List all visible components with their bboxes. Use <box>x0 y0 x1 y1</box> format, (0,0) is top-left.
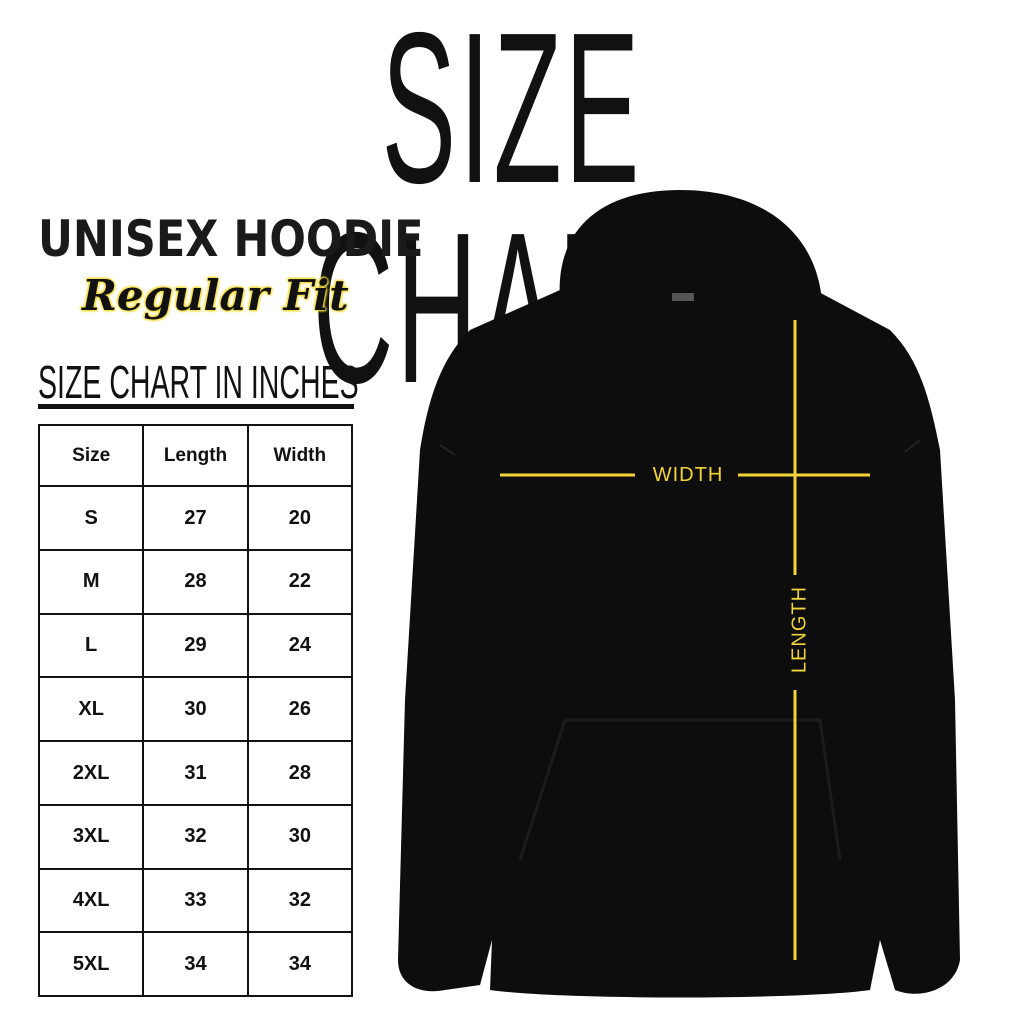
width-cell: 26 <box>246 676 354 743</box>
length-cell: 29 <box>142 612 249 679</box>
size-cell: L <box>37 612 145 679</box>
header-cell: Length <box>142 423 249 488</box>
size-table: Size Length Width S 27 20 M 28 22 L 29 24 XL 30… <box>37 423 354 997</box>
width-cell: 24 <box>246 612 354 679</box>
collar-label <box>672 293 694 301</box>
table-row: 4XL 33 32 <box>37 867 354 934</box>
table-row: M 28 22 <box>37 549 354 615</box>
table-header-row: Size Length Width <box>37 423 354 488</box>
width-cell: 32 <box>246 867 354 934</box>
measure-lines <box>500 320 870 960</box>
table-row: 3XL 32 30 <box>37 803 354 870</box>
size-cell: 5XL <box>37 931 145 997</box>
table-row: 5XL 34 34 <box>37 931 354 997</box>
hoodie-illustration <box>398 190 960 998</box>
length-cell: 33 <box>142 867 249 934</box>
length-cell: 28 <box>142 549 249 615</box>
table-row: 2XL 31 28 <box>37 740 354 806</box>
width-cell: 28 <box>246 740 354 806</box>
size-cell: S <box>37 485 145 552</box>
size-cell: 4XL <box>37 867 145 934</box>
unit-heading: SIZE CHART IN INCHES <box>38 356 359 408</box>
table-row: L 29 24 <box>37 612 354 679</box>
pocket-outline <box>518 718 842 861</box>
width-cell: 22 <box>246 549 354 615</box>
heading-underline <box>38 404 354 409</box>
size-cell: M <box>37 549 145 615</box>
size-cell: 3XL <box>37 803 145 870</box>
length-cell: 27 <box>142 485 249 552</box>
fit-label: Regular Fit <box>82 271 349 320</box>
table-row: XL 30 26 <box>37 676 354 743</box>
product-name: UNISEX HOODIE <box>38 210 424 268</box>
hoodie-body <box>398 190 960 998</box>
length-cell: 31 <box>142 740 249 806</box>
length-cell: 32 <box>142 803 249 870</box>
header-cell: Size <box>37 423 145 488</box>
width-cell: 30 <box>246 803 354 870</box>
width-label: WIDTH <box>652 464 724 486</box>
length-cell: 34 <box>142 931 249 997</box>
width-cell: 20 <box>246 485 354 552</box>
size-cell: 2XL <box>37 740 145 806</box>
width-cell: 34 <box>246 931 354 997</box>
size-cell: XL <box>37 676 145 743</box>
header-cell: Width <box>246 423 354 488</box>
table-row: S 27 20 <box>37 485 354 552</box>
length-label: LENGTH <box>788 585 811 674</box>
length-cell: 30 <box>142 676 249 743</box>
